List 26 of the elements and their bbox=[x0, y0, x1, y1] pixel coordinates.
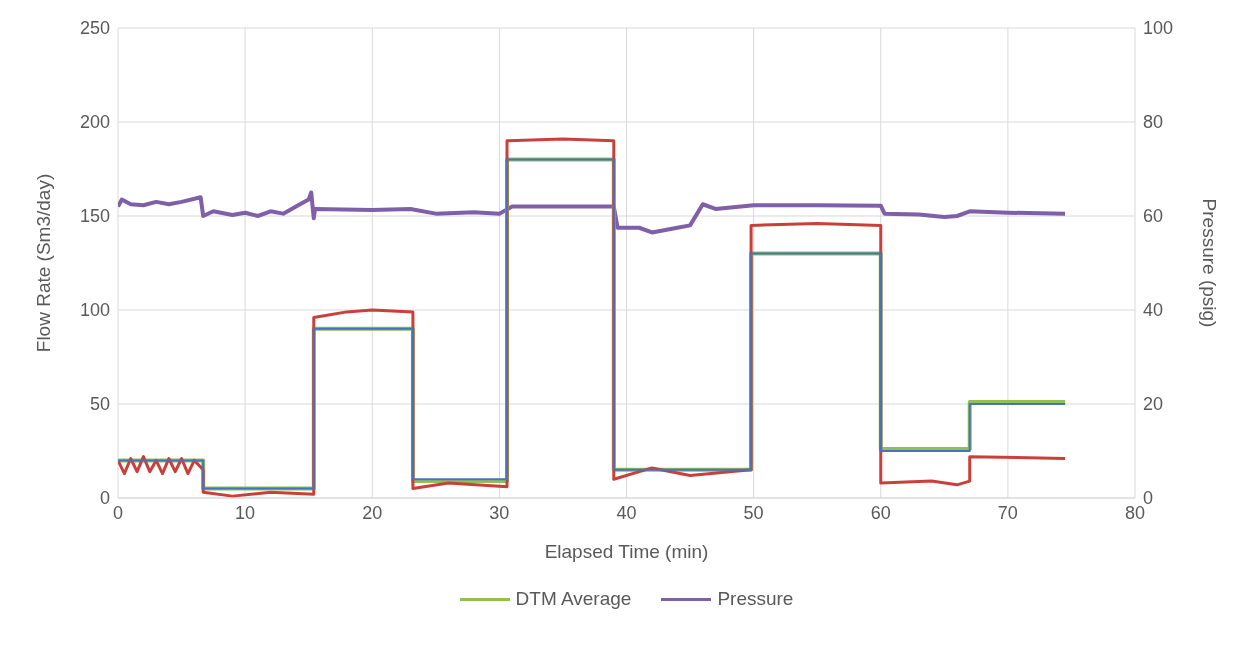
x-tick-label: 50 bbox=[743, 502, 764, 523]
y2-axis-title: Pressure (psig) bbox=[1199, 198, 1221, 328]
x-tick-label: 0 bbox=[112, 502, 124, 523]
y2-tick-label: 20 bbox=[1143, 394, 1164, 415]
y2-tick-label: 100 bbox=[1143, 18, 1174, 39]
y2-tick-label: 0 bbox=[1143, 488, 1154, 509]
x-tick-label: 60 bbox=[870, 502, 891, 523]
y-tick-label: 50 bbox=[89, 394, 110, 415]
x-tick-label: 30 bbox=[489, 502, 510, 523]
x-tick-label: 80 bbox=[1124, 502, 1146, 523]
legend-label: DTM Average bbox=[515, 588, 632, 610]
x-axis-title: Elapsed Time (min) bbox=[544, 541, 709, 562]
y-tick-label: 100 bbox=[79, 300, 110, 321]
y-tick-label: 0 bbox=[99, 488, 110, 509]
x-tick-label: 70 bbox=[997, 502, 1018, 523]
x-tick-label: 40 bbox=[616, 502, 637, 523]
y-tick-label: 200 bbox=[79, 112, 110, 133]
y-tick-label: 250 bbox=[79, 18, 110, 39]
y2-tick-label: 40 bbox=[1143, 300, 1164, 321]
y2-tick-label: 60 bbox=[1143, 206, 1164, 227]
legend-label: Pressure bbox=[717, 588, 794, 610]
x-tick-label: 20 bbox=[362, 502, 383, 523]
y-axis-title: Flow Rate (Sm3/day) bbox=[32, 173, 54, 353]
y-tick-label: 150 bbox=[79, 206, 110, 227]
y2-tick-label: 80 bbox=[1143, 112, 1164, 133]
x-tick-label: 10 bbox=[235, 502, 256, 523]
